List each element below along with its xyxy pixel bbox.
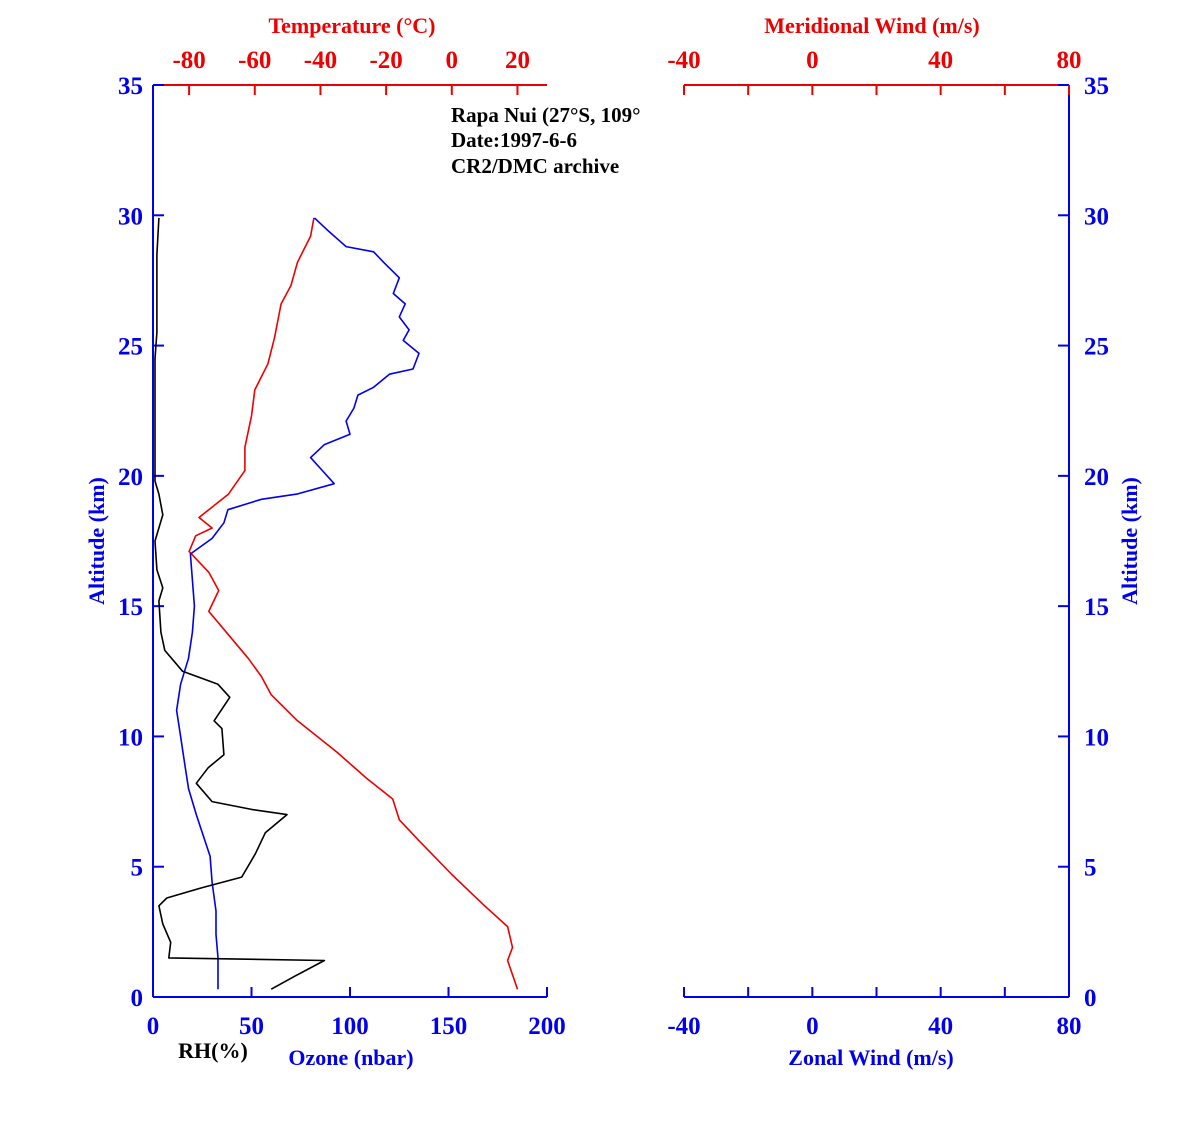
zonal-wind-tick-label: 0 — [806, 1013, 819, 1040]
rh-profile-line — [154, 217, 326, 990]
ozone-tick-label: 0 — [147, 1013, 160, 1040]
annotation-station: Rapa Nui (27°S, 109° — [451, 103, 641, 127]
left-altitude-tick-label: 30 — [118, 203, 143, 230]
temperature-tick-label: -60 — [238, 47, 271, 74]
right-altitude-tick-label: 0 — [1084, 985, 1097, 1012]
ozone-tick-label: 100 — [331, 1013, 369, 1040]
meridional-wind-tick-label: 80 — [1057, 47, 1082, 74]
temperature-tick-label: -80 — [172, 47, 205, 74]
temperature-tick-label: 0 — [446, 47, 459, 74]
zonal-wind-tick-label: -40 — [667, 1013, 700, 1040]
zonal-wind-tick-label: 40 — [928, 1013, 953, 1040]
left-altitude-tick-label: 25 — [118, 334, 143, 361]
right-altitude-tick-label: 20 — [1084, 464, 1109, 491]
left-altitude-tick-label: 0 — [131, 985, 144, 1012]
temperature-axis-label: Temperature (°C) — [268, 13, 435, 38]
temperature-tick-label: 20 — [505, 47, 530, 74]
right-panel: 0 5 10 15 20 25 30 35 Altitude (km) -40 0 40 80 -40 0 4… — [667, 13, 1142, 1070]
right-altitude-tick-label: 15 — [1084, 594, 1109, 621]
temperature-profile-line — [188, 217, 519, 990]
left-altitude-label: Altitude (km) — [84, 477, 109, 605]
right-altitude-label: Altitude (km) — [1117, 477, 1142, 605]
annotation-archive: CR2/DMC archive — [451, 154, 619, 178]
meridional-wind-tick-label: -40 — [667, 47, 700, 74]
ozone-tick-label: 200 — [528, 1013, 566, 1040]
right-altitude-tick-label: 25 — [1084, 334, 1109, 361]
left-altitude-tick-label: 15 — [118, 594, 143, 621]
zonal-wind-axis-label: Zonal Wind (m/s) — [788, 1045, 953, 1070]
temperature-tick-label: -40 — [304, 47, 337, 74]
left-altitude-tick-label: 20 — [118, 464, 143, 491]
left-altitude-tick-label: 5 — [131, 855, 144, 882]
meridional-wind-tick-label: 0 — [806, 47, 819, 74]
right-altitude-tick-label: 5 — [1084, 855, 1097, 882]
left-altitude-tick-label: 10 — [118, 724, 143, 751]
annotation-date: Date:1997-6-6 — [451, 128, 577, 152]
zonal-wind-tick-label: 80 — [1057, 1013, 1082, 1040]
station-annotation: Rapa Nui (27°S, 109° Date:1997-6-6 CR2/D… — [451, 103, 641, 178]
left-altitude-tick-label: 35 — [118, 73, 143, 100]
right-altitude-tick-label: 10 — [1084, 724, 1109, 751]
right-altitude-tick-label: 30 — [1084, 203, 1109, 230]
rh-axis-label: RH(%) — [178, 1038, 248, 1063]
meridional-wind-tick-label: 40 — [928, 47, 953, 74]
right-altitude-tick-label: 35 — [1084, 73, 1109, 100]
ozone-axis-label: Ozone (nbar) — [288, 1045, 413, 1070]
ozone-tick-label: 50 — [239, 1013, 264, 1040]
meridional-wind-axis-label: Meridional Wind (m/s) — [764, 13, 980, 38]
ozone-tick-label: 150 — [430, 1013, 468, 1040]
ozone-profile-line — [175, 217, 420, 990]
temperature-tick-label: -20 — [369, 47, 402, 74]
